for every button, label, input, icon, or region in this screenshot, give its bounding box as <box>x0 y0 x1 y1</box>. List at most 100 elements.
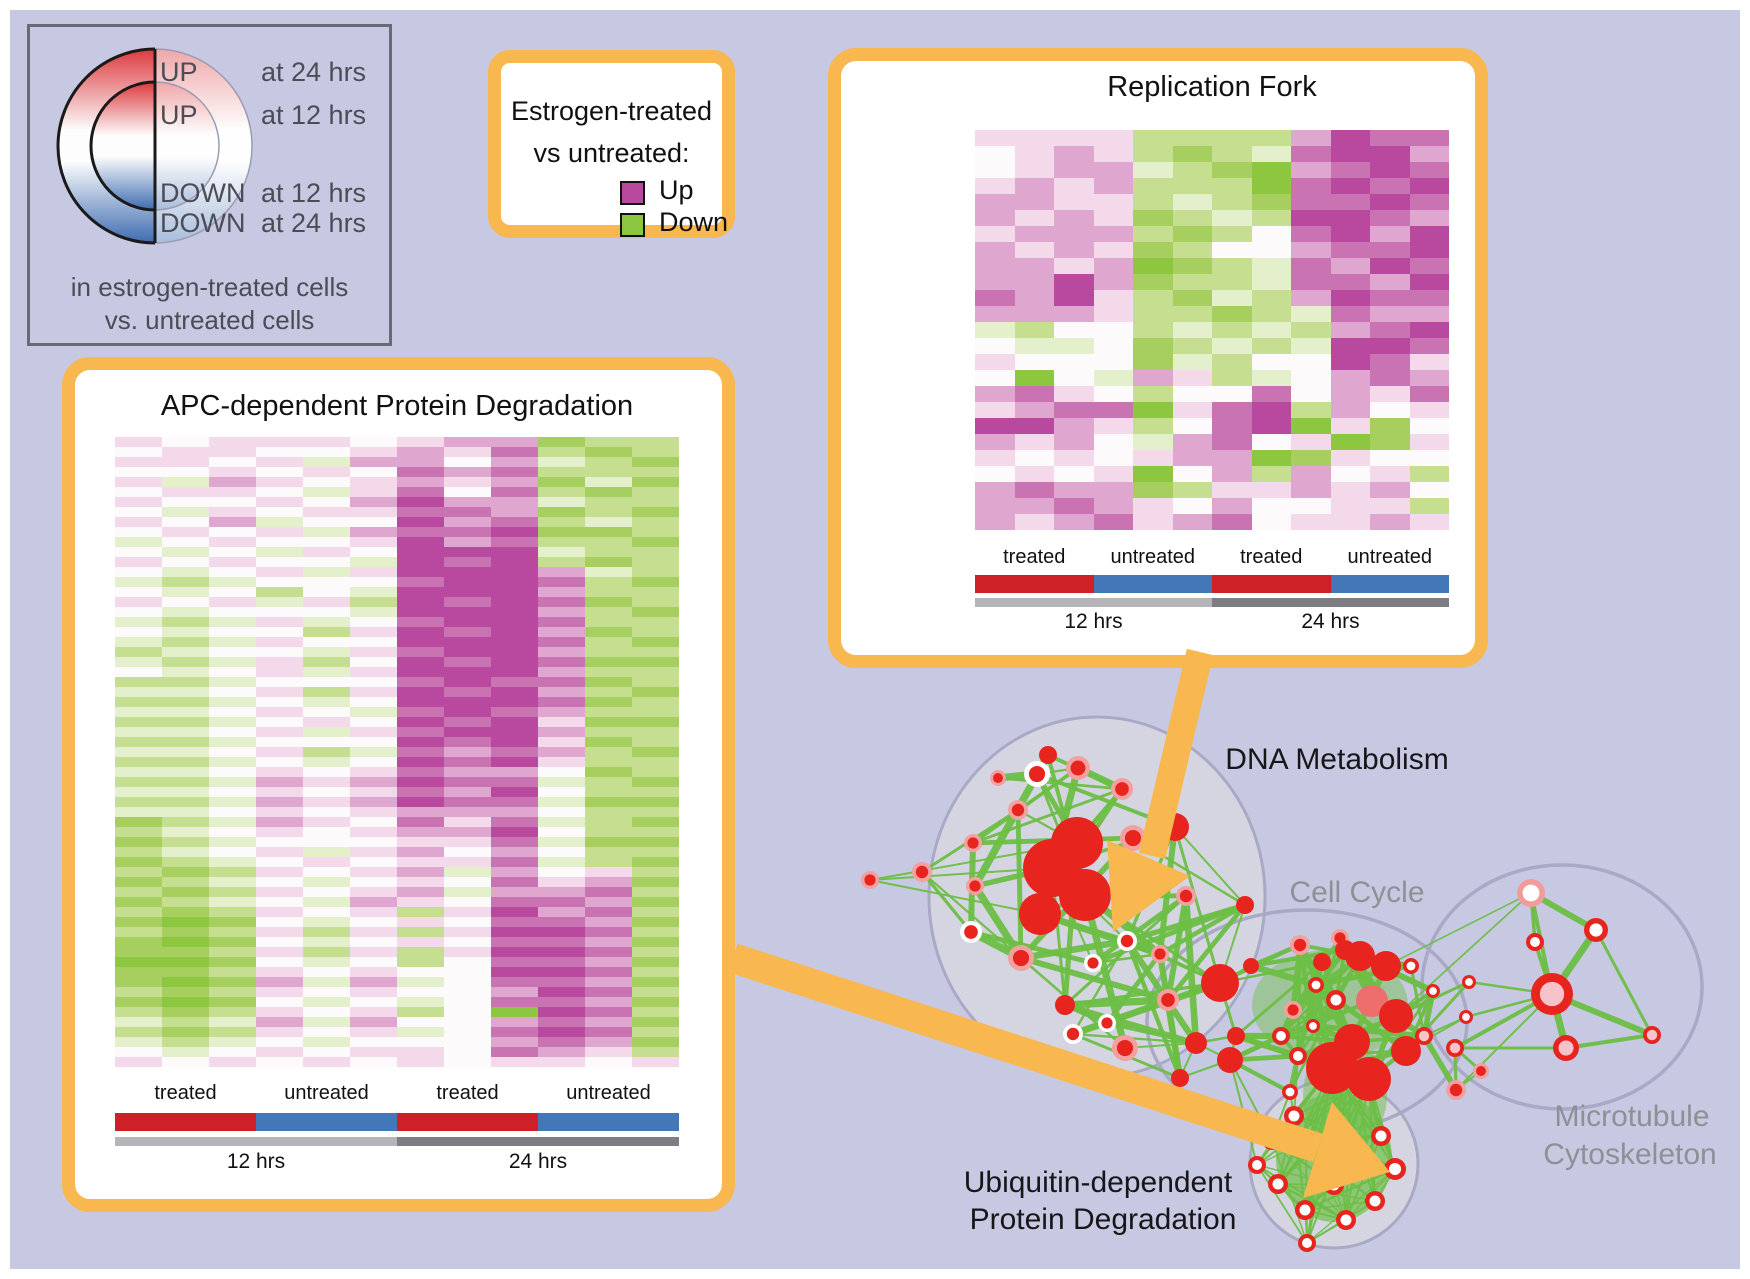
heatmap-cell <box>162 697 209 707</box>
heatmap-cell <box>350 817 397 827</box>
heatmap-cell <box>632 847 679 857</box>
heatmap-cell <box>1409 242 1449 258</box>
heatmap-cell <box>1212 274 1252 290</box>
heatmap-cell <box>1014 290 1054 306</box>
heatmap-cell <box>256 1057 303 1067</box>
heatmap-cell <box>632 1027 679 1037</box>
heatmap-cell <box>585 587 632 597</box>
heatmap-cell <box>585 577 632 587</box>
heatmap-cell <box>975 386 1015 402</box>
heatmap-cell <box>585 1007 632 1017</box>
heatmap-cell <box>350 917 397 927</box>
heatmap-cell <box>256 737 303 747</box>
heatmap-cell <box>397 1007 444 1017</box>
heatmap-cell <box>397 817 444 827</box>
heatmap-cell <box>350 667 397 677</box>
heatmap-cell <box>491 697 538 707</box>
heatmap-cell <box>632 1007 679 1017</box>
heatmap-cell <box>1172 386 1212 402</box>
heatmap-cell <box>209 587 256 597</box>
heatmap-cell <box>397 937 444 947</box>
heatmap-cell <box>115 607 162 617</box>
heatmap-cell <box>1330 146 1370 162</box>
heatmap-cell <box>632 627 679 637</box>
heatmap-cell <box>303 967 350 977</box>
heatmap-cell <box>975 466 1015 482</box>
heatmap-cell <box>1054 274 1094 290</box>
heatmap-cell <box>115 867 162 877</box>
heatmap-cell <box>162 777 209 787</box>
treated-bar <box>115 1113 256 1131</box>
heatmap-cell <box>1330 274 1370 290</box>
heatmap-cell <box>350 837 397 847</box>
ring-legend-box: UP at 24 hrs UP at 12 hrs DOWN at 12 hrs… <box>27 24 392 346</box>
heatmap-cell <box>303 667 350 677</box>
heatmap-cell <box>162 437 209 447</box>
heatmap-cell <box>1251 242 1291 258</box>
heatmap-cell <box>303 797 350 807</box>
heatmap-cell <box>1093 498 1133 514</box>
heatmap-cell <box>350 997 397 1007</box>
heatmap-cell <box>1251 258 1291 274</box>
heatmap-cell <box>256 627 303 637</box>
heatmap-cell <box>444 537 491 547</box>
heatmap-cell <box>397 467 444 477</box>
heatmap-cell <box>1291 258 1331 274</box>
heatmap-cell <box>585 947 632 957</box>
heatmap-cell <box>303 497 350 507</box>
heatmap-cell <box>1212 338 1252 354</box>
heatmap-cell <box>975 514 1015 530</box>
heatmap-cell <box>1093 258 1133 274</box>
heatmap-cell <box>538 787 585 797</box>
heatmap-cell <box>397 917 444 927</box>
heatmap-cell <box>115 837 162 847</box>
heatmap-cell <box>538 897 585 907</box>
heatmap-cell <box>975 194 1015 210</box>
heatmap-cell <box>632 597 679 607</box>
heatmap-cell <box>538 607 585 617</box>
heatmap-cell <box>115 957 162 967</box>
heatmap-cell <box>491 507 538 517</box>
heatmap-cell <box>209 807 256 817</box>
heatmap-cell <box>1172 242 1212 258</box>
heatmap-cell <box>1409 258 1449 274</box>
heatmap-cell <box>585 797 632 807</box>
heatmap-cell <box>162 917 209 927</box>
heatmap-cell <box>444 597 491 607</box>
heatmap-cell <box>115 677 162 687</box>
heatmap-cell <box>585 897 632 907</box>
heatmap-cell <box>209 647 256 657</box>
heatmap-cell <box>350 487 397 497</box>
heatmap-cell <box>1212 514 1252 530</box>
heatmap-cell <box>115 787 162 797</box>
heatmap-cell <box>1093 306 1133 322</box>
heatmap-cell <box>162 447 209 457</box>
heatmap-cell <box>444 907 491 917</box>
heatmap-cell <box>303 587 350 597</box>
heatmap-cell <box>1330 210 1370 226</box>
heatmap-cell <box>538 777 585 787</box>
heatmap-cell <box>632 747 679 757</box>
heatmap-cell <box>491 967 538 977</box>
heatmap-cell <box>1291 210 1331 226</box>
heatmap-cell <box>585 697 632 707</box>
heatmap-cell <box>1172 210 1212 226</box>
heatmap-cell <box>1172 338 1212 354</box>
heatmap-cell <box>1014 226 1054 242</box>
heatmap-cell <box>1133 402 1173 418</box>
heatmap-cell <box>256 967 303 977</box>
heatmap-cell <box>303 937 350 947</box>
heatmap-cell <box>350 637 397 647</box>
heatmap-cell <box>1370 434 1410 450</box>
heatmap-cell <box>350 687 397 697</box>
heatmap-cell <box>491 957 538 967</box>
heatmap-cell <box>256 1037 303 1047</box>
heatmap-cell <box>585 837 632 847</box>
heatmap-cell <box>1093 370 1133 386</box>
heatmap-cell <box>1212 242 1252 258</box>
heatmap-cell <box>162 467 209 477</box>
heatmap-cell <box>1212 130 1252 146</box>
heatmap-cell <box>1172 418 1212 434</box>
heatmap-cell <box>256 447 303 457</box>
heatmap-cell <box>115 757 162 767</box>
